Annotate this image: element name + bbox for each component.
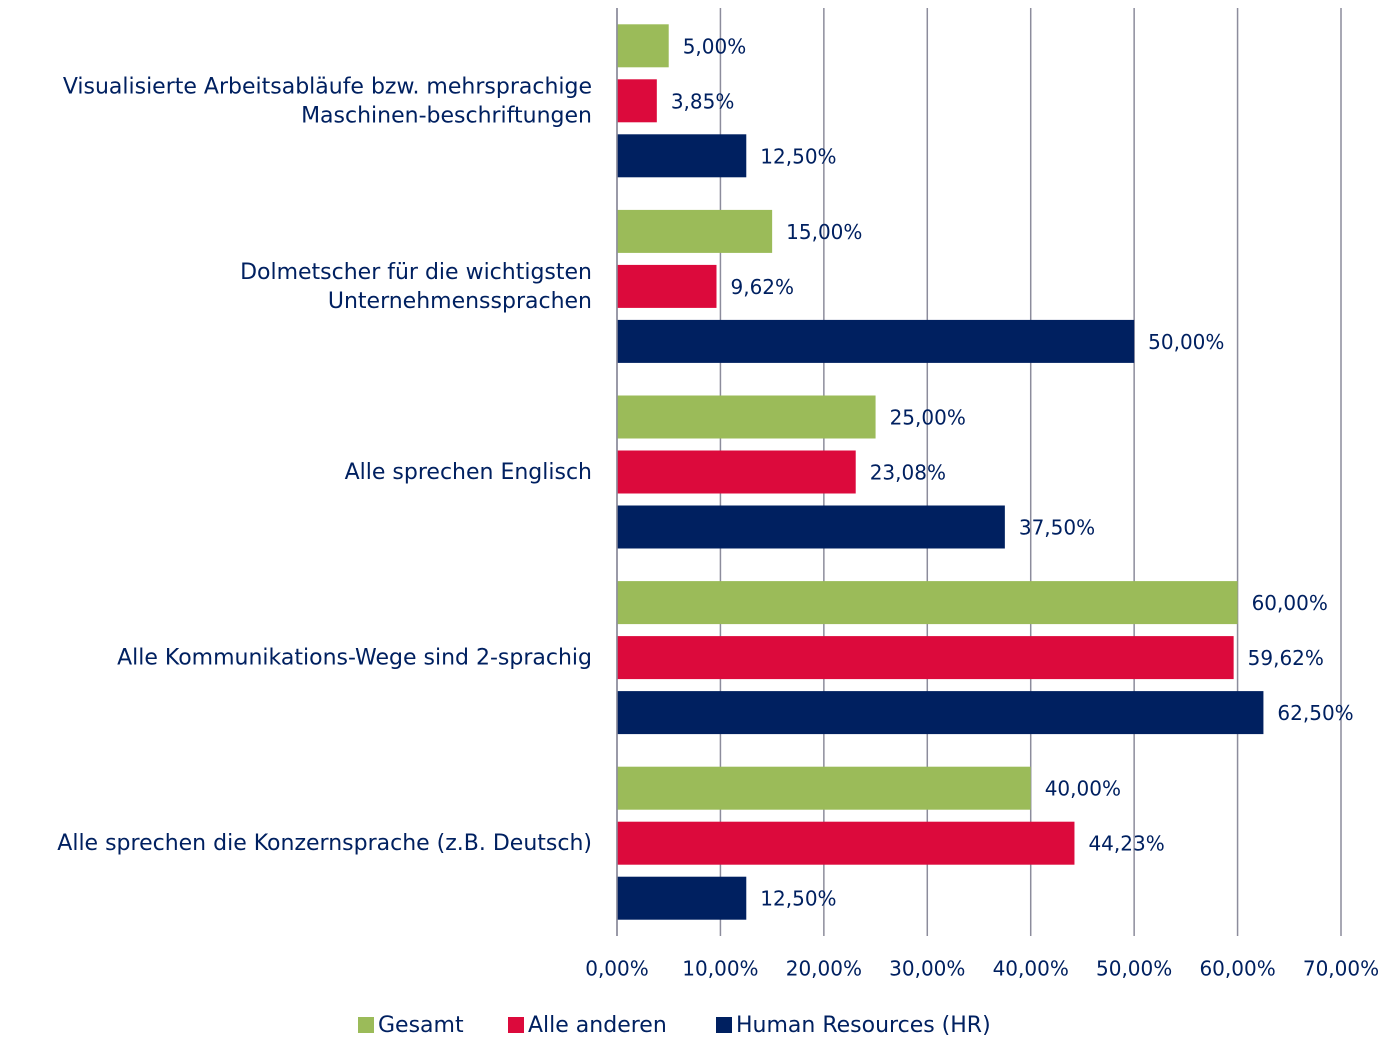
value-label: 44,23% xyxy=(1088,832,1164,856)
x-tick-label: 70,00% xyxy=(1303,957,1379,981)
bar xyxy=(617,505,1005,549)
legend-swatch xyxy=(358,1017,374,1033)
value-label: 25,00% xyxy=(890,406,966,430)
value-label: 37,50% xyxy=(1019,516,1095,540)
y-tick-label: Maschinen-beschriftungen xyxy=(301,103,592,128)
bar xyxy=(617,395,876,439)
y-tick-label: Alle sprechen die Konzernsprache (z.B. D… xyxy=(57,831,592,856)
y-tick-label: Unternehmenssprachen xyxy=(328,289,592,314)
value-label: 60,00% xyxy=(1252,591,1328,615)
value-label: 62,50% xyxy=(1277,701,1353,725)
value-label: 50,00% xyxy=(1148,330,1224,354)
legend-swatch xyxy=(716,1017,732,1033)
bar xyxy=(617,79,657,123)
legend-swatch xyxy=(508,1017,524,1033)
x-tick-label: 50,00% xyxy=(1096,957,1172,981)
value-label: 12,50% xyxy=(760,887,836,911)
bar xyxy=(617,766,1031,810)
x-tick-label: 30,00% xyxy=(889,957,965,981)
legend-label: Alle anderen xyxy=(528,1013,667,1037)
bar xyxy=(617,450,856,494)
bar xyxy=(617,876,747,920)
bar xyxy=(617,264,717,308)
bar xyxy=(617,691,1264,735)
x-tick-label: 40,00% xyxy=(993,957,1069,981)
bar xyxy=(617,581,1238,625)
x-tick-label: 0,00% xyxy=(585,957,649,981)
value-label: 3,85% xyxy=(671,89,735,113)
y-tick-label: Dolmetscher für die wichtigsten xyxy=(240,260,592,285)
x-tick-label: 60,00% xyxy=(1199,957,1275,981)
legend-label: Human Resources (HR) xyxy=(736,1013,991,1037)
value-label: 59,62% xyxy=(1248,646,1324,670)
value-label: 5,00% xyxy=(683,34,747,58)
value-label: 15,00% xyxy=(786,220,862,244)
bar xyxy=(617,24,669,68)
y-tick-label: Alle Kommunikations-Wege sind 2-sprachig xyxy=(117,646,592,671)
value-label: 23,08% xyxy=(870,461,946,485)
bar xyxy=(617,134,747,178)
value-label: 12,50% xyxy=(760,144,836,168)
value-label: 9,62% xyxy=(730,275,794,299)
legend-label: Gesamt xyxy=(378,1013,464,1037)
bar xyxy=(617,209,773,253)
x-tick-label: 20,00% xyxy=(786,957,862,981)
bar xyxy=(617,636,1234,680)
bar xyxy=(617,319,1135,363)
y-tick-label: Alle sprechen Englisch xyxy=(345,460,592,485)
value-label: 40,00% xyxy=(1045,777,1121,801)
bar xyxy=(617,821,1075,865)
y-tick-label: Visualisierte Arbeitsabläufe bzw. mehrsp… xyxy=(63,74,592,99)
x-tick-label: 10,00% xyxy=(682,957,758,981)
